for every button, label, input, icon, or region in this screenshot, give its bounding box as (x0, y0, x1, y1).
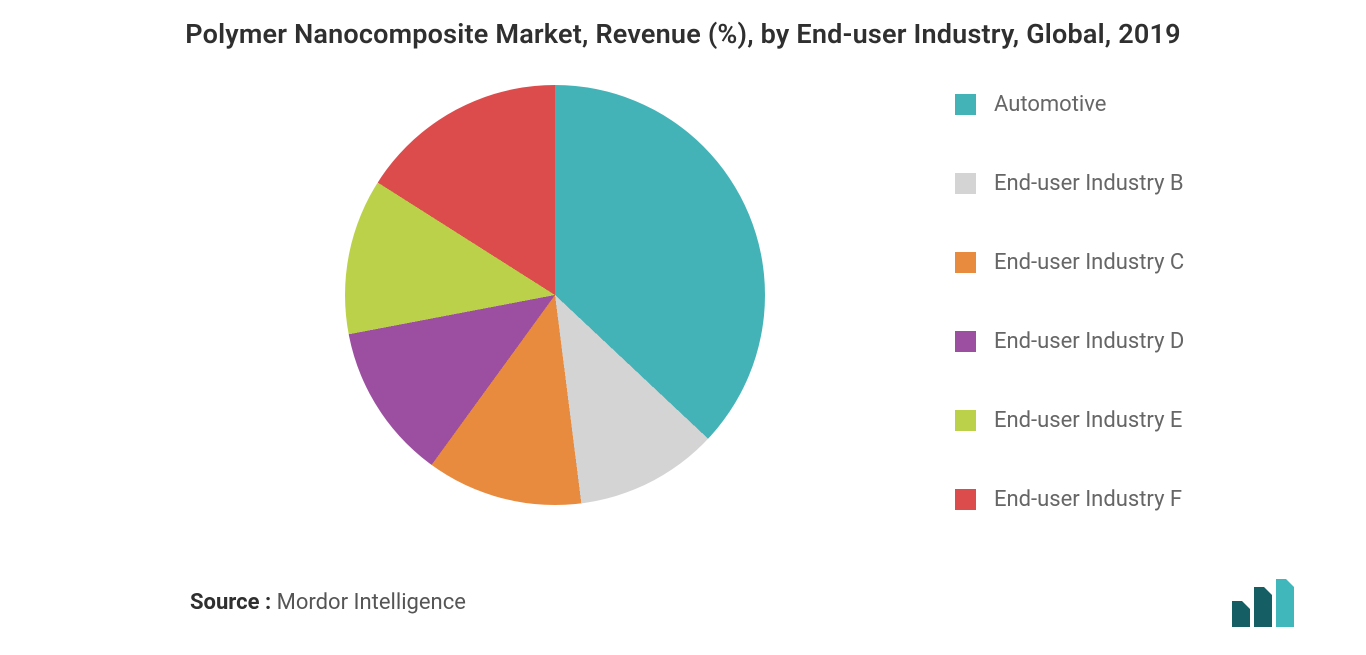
legend-label: Automotive (994, 92, 1106, 117)
legend-item: End-user Industry D (955, 329, 1184, 354)
legend-label: End-user Industry B (994, 171, 1184, 196)
legend-label: End-user Industry C (994, 250, 1184, 275)
source-label: Source : (190, 590, 271, 615)
legend-swatch-icon (955, 173, 976, 194)
legend-label: End-user Industry D (994, 329, 1184, 354)
legend-item: End-user Industry C (955, 250, 1184, 275)
legend-label: End-user Industry E (994, 408, 1182, 433)
pie-body (345, 85, 765, 505)
legend-item: Automotive (955, 92, 1184, 117)
legend-swatch-icon (955, 331, 976, 352)
legend-swatch-icon (955, 94, 976, 115)
legend-swatch-icon (955, 410, 976, 431)
pie-chart (345, 85, 765, 505)
brand-logo-icon (1230, 579, 1302, 627)
legend-swatch-icon (955, 252, 976, 273)
legend-label: End-user Industry F (994, 487, 1182, 512)
legend-item: End-user Industry F (955, 487, 1184, 512)
source-line: Source : Mordor Intelligence (190, 590, 466, 615)
legend-item: End-user Industry E (955, 408, 1184, 433)
source-text: Mordor Intelligence (277, 590, 466, 615)
legend-item: End-user Industry B (955, 171, 1184, 196)
legend: Automotive End-user Industry B End-user In… (955, 92, 1184, 512)
legend-swatch-icon (955, 489, 976, 510)
chart-title: Polymer Nanocomposite Market, Revenue (%… (0, 18, 1366, 50)
